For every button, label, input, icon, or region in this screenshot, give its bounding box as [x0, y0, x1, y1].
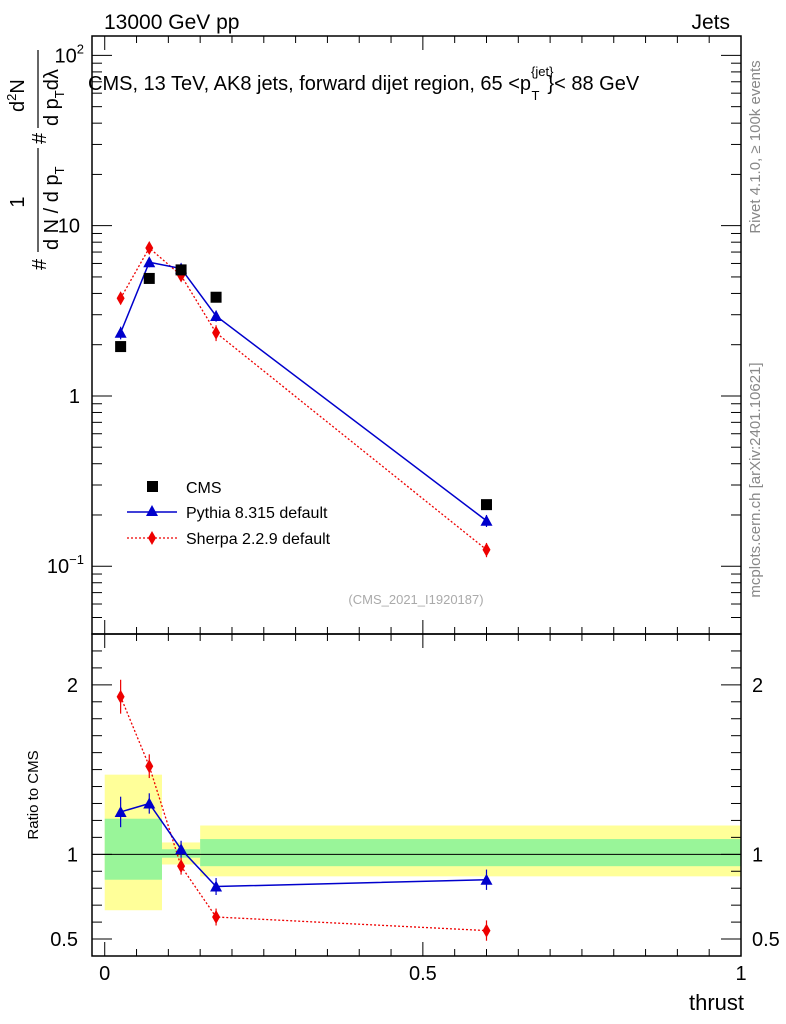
ratio-pythia-point	[480, 873, 493, 885]
pythia-point	[114, 326, 127, 338]
ratio-ytick-label-right: 2	[752, 675, 763, 697]
collision-energy-label: 13000 GeV pp	[104, 11, 239, 34]
pythia-line	[119, 261, 487, 522]
ratio-xtick-label: 0	[99, 963, 110, 985]
ratio-pythia-point	[114, 805, 127, 817]
ratio-series	[114, 679, 493, 941]
ratio-sherpa-line	[120, 696, 487, 932]
ylabel-hash2: #	[29, 132, 51, 144]
legend-label-sherpa: Sherpa 2.2.9 default	[186, 531, 331, 548]
ratio-panel: 0.5 0.51 12 2 0 0.5 1 Ratio to CMS thrust	[25, 633, 780, 1015]
ratio-ytick-label-right: 0.5	[752, 929, 780, 951]
analysis-id-label: (CMS_2021_I1920187)	[348, 592, 483, 607]
ylabel-frac2-num: d2N	[4, 79, 29, 112]
main-series	[114, 240, 493, 558]
ylabel-frac1-den: d N / d pT	[41, 166, 67, 250]
ratio-sherpa-point	[116, 689, 125, 704]
main-ytick-labels: 10−1 1 10 102	[47, 41, 84, 578]
ratio-sherpa-point	[212, 910, 221, 925]
ratio-ylabel: Ratio to CMS	[25, 750, 42, 839]
legend-label-cms: CMS	[186, 480, 222, 497]
ratio-band-inner	[104, 818, 162, 880]
xaxis-label: thrust	[689, 990, 744, 1015]
ratio-xtick-label: 1	[735, 963, 746, 985]
mcplots-reference-label: mcplots.cern.ch [arXiv:2401.10621]	[747, 362, 764, 597]
sherpa-point	[482, 542, 491, 557]
main-ytick-label: 10	[58, 216, 80, 238]
main-ytick-label: 10−1	[47, 552, 84, 578]
legend-marker-cms	[147, 481, 158, 492]
ratio-sherpa-point	[145, 759, 154, 774]
cms-point	[175, 264, 187, 276]
plot-title: CMS, 13 TeV, AK8 jets, forward dijet reg…	[88, 64, 640, 103]
ratio-sherpa-point	[177, 859, 186, 874]
sherpa-point	[116, 291, 125, 306]
ratio-ytick-labels: 0.5 0.5 1 1 2 2	[50, 675, 780, 951]
ratio-pythia-point	[210, 880, 223, 892]
ratio-ytick-label-right: 1	[752, 844, 763, 866]
ratio-xtick-label: 0.5	[409, 963, 437, 985]
ratio-ytick-label-left: 0.5	[50, 929, 78, 951]
cms-point	[480, 499, 492, 511]
ratio-sherpa-point	[482, 923, 491, 938]
legend: CMS Pythia 8.315 default Sherpa 2.2.9 de…	[127, 480, 331, 548]
process-label: Jets	[691, 11, 730, 34]
ratio-axis-ticks	[92, 634, 742, 956]
cms-point	[210, 291, 222, 303]
ratio-xtick-labels: 0 0.5 1	[99, 963, 746, 985]
ratio-pythia-point	[143, 797, 156, 809]
ratio-uncertainty-bands	[104, 774, 741, 911]
pythia-point	[210, 309, 223, 321]
main-ylabel: # 1 d N / d pT # d2N d pTdλ	[4, 50, 67, 270]
ylabel-hash1: #	[29, 258, 51, 270]
main-ytick-label: 1	[69, 386, 80, 408]
cms-point	[115, 341, 127, 353]
ylabel-frac2-den: d pTdλ	[41, 69, 67, 126]
sherpa-point	[145, 240, 154, 255]
ratio-ytick-label-left: 1	[67, 844, 78, 866]
ratio-pythia-point	[175, 843, 188, 855]
legend-marker-sherpa	[148, 531, 156, 545]
ratio-band-inner	[200, 839, 741, 867]
main-axis-ticks	[92, 36, 742, 635]
ratio-ytick-label-left: 2	[67, 675, 78, 697]
main-ytick-label: 102	[55, 41, 84, 67]
ratio-frame	[91, 633, 742, 957]
main-panel: 10−1 1 10 102 CMS, 13 TeV, AK8 jets, forwar…	[4, 35, 742, 635]
pythia-point	[143, 256, 156, 268]
pythia-point	[480, 514, 493, 526]
ylabel-frac1-num: 1	[7, 196, 29, 207]
legend-marker-pythia	[146, 505, 158, 516]
rivet-version-label: Rivet 4.1.0, ≥ 100k events	[747, 60, 764, 233]
legend-label-pythia: Pythia 8.315 default	[186, 505, 328, 522]
sherpa-point	[212, 325, 221, 340]
cms-point	[143, 272, 155, 284]
